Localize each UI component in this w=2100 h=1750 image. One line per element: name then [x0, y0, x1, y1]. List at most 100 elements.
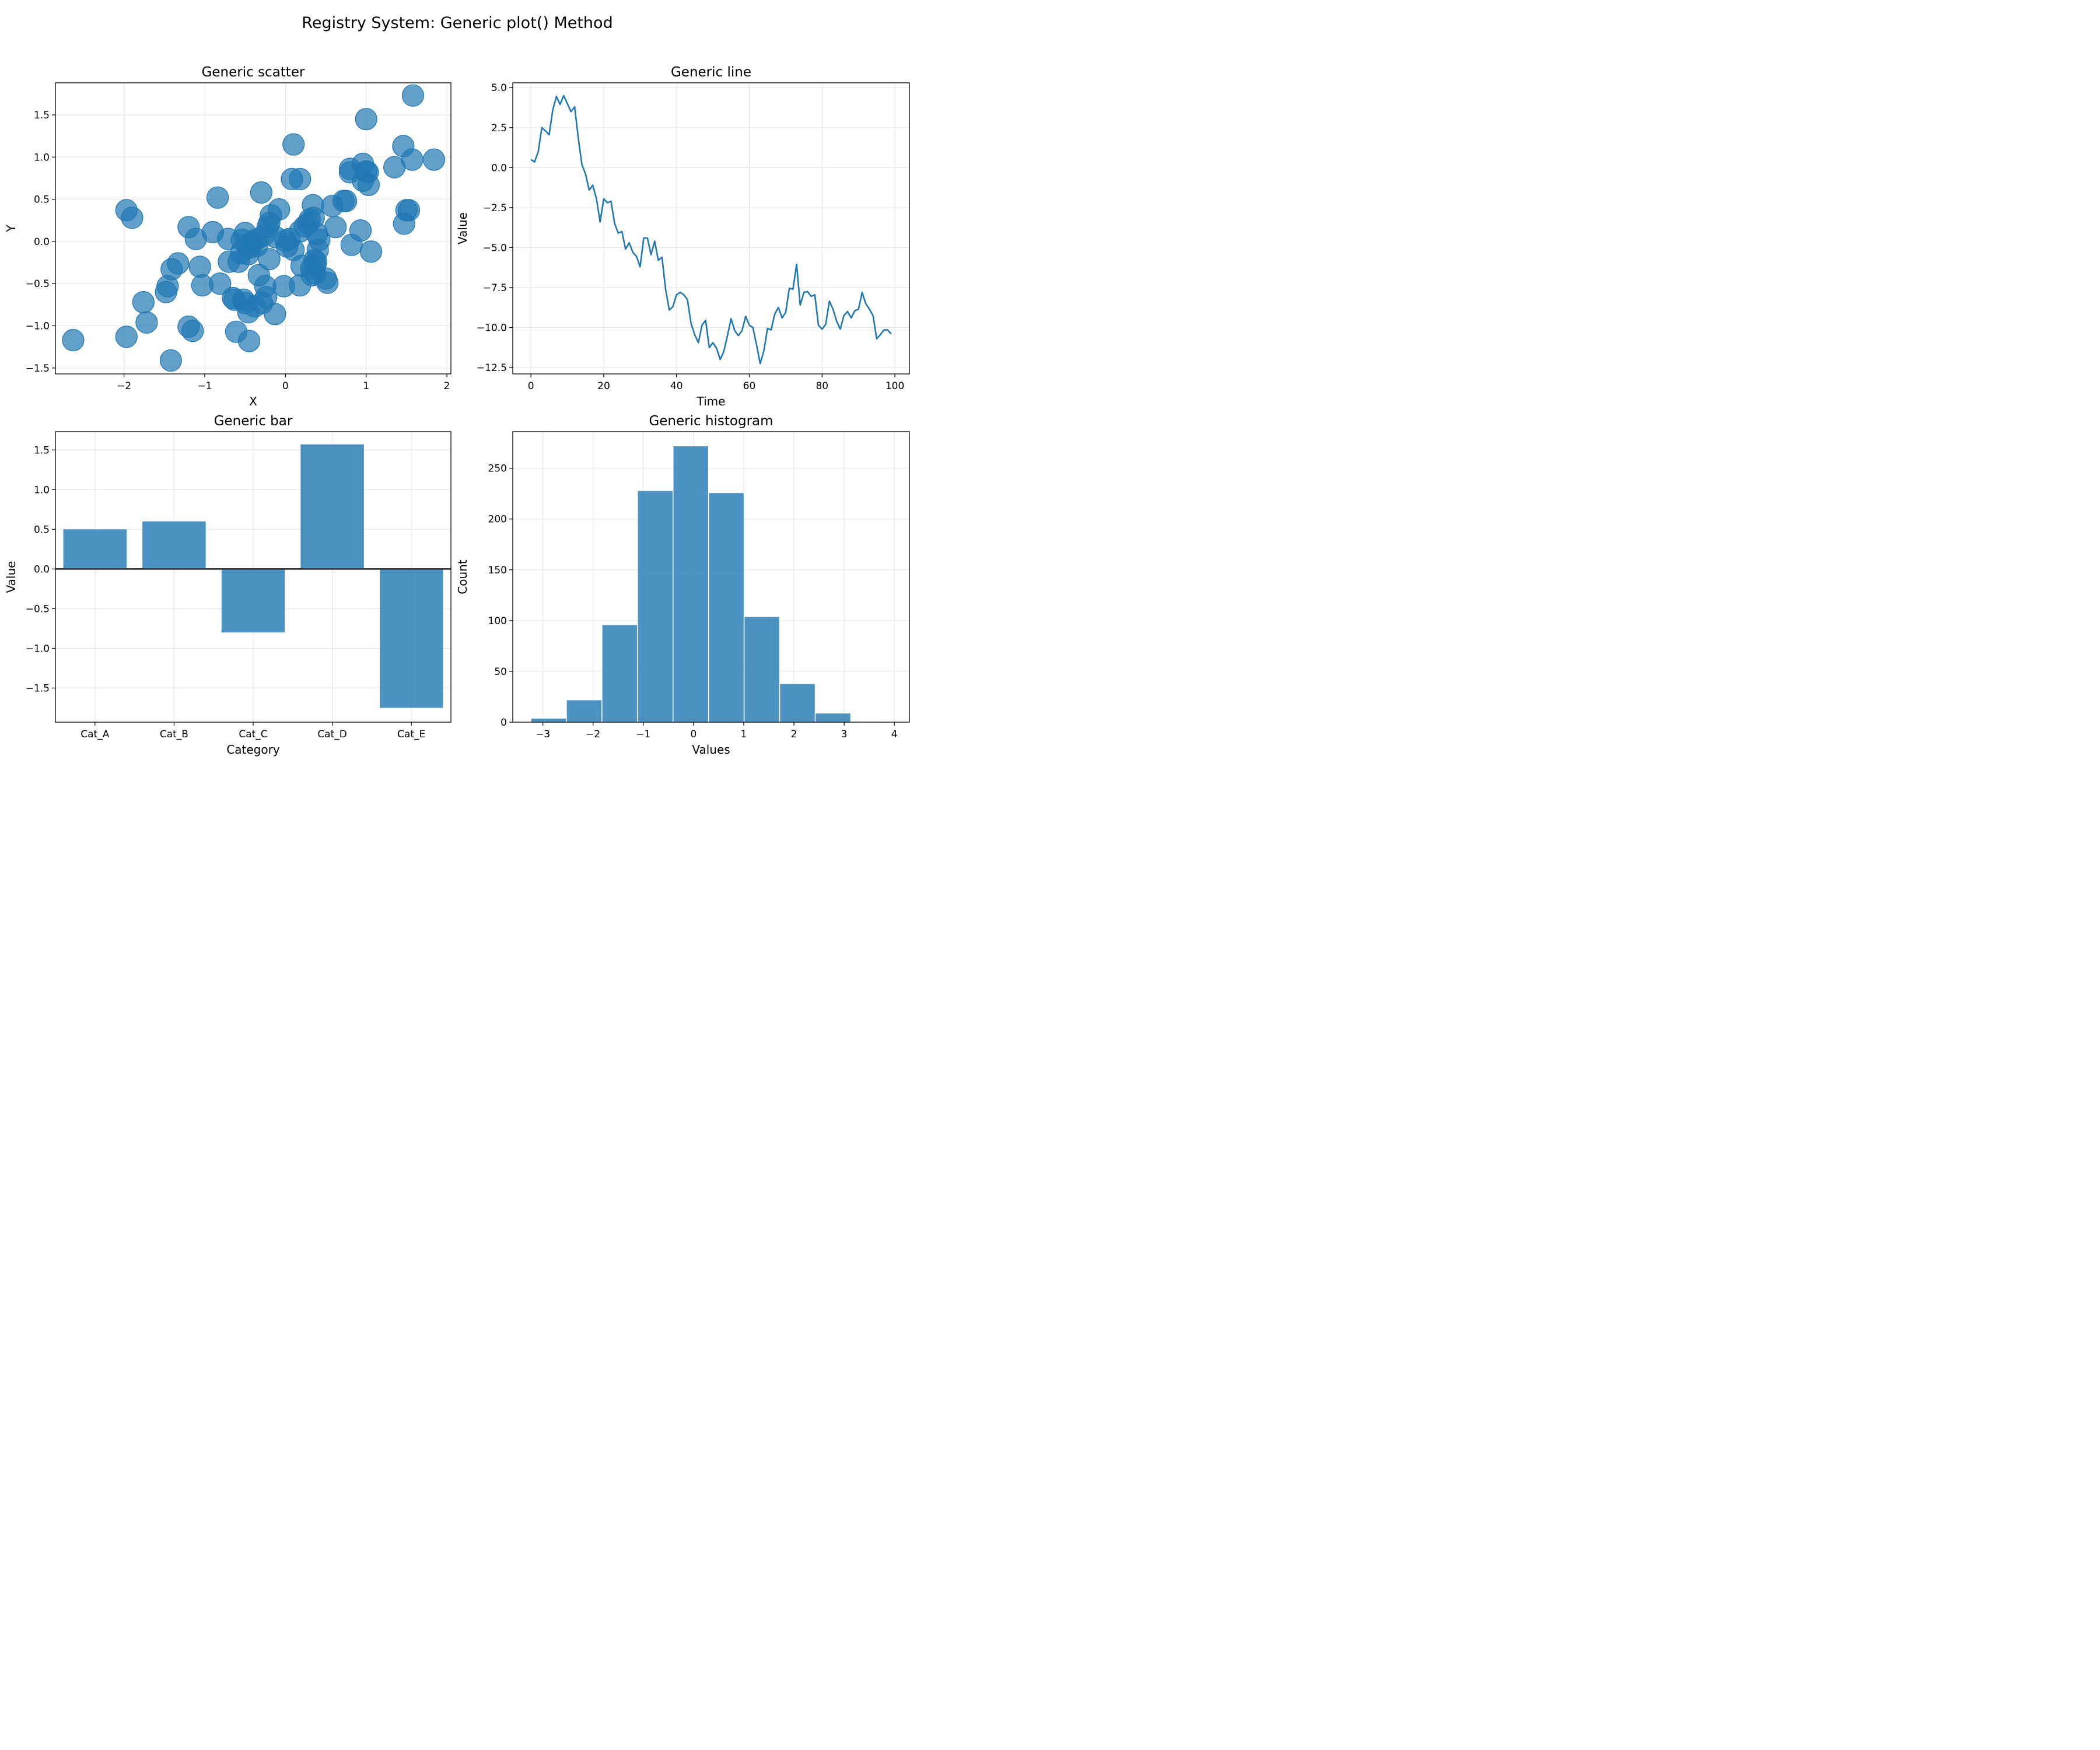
y-axis: 1.5 1.0 0.5 0.0 −0.5 −1.0 −1.5	[26, 444, 55, 694]
y-tick-label: 50	[494, 666, 507, 678]
x-tick-label: 60	[743, 380, 756, 392]
scatter-point	[349, 219, 372, 242]
y-tick-label: 0.0	[34, 236, 50, 248]
y-tick-label: −0.5	[26, 278, 50, 290]
y-axis-label: Value	[4, 561, 18, 593]
y-tick-label: 0	[501, 717, 507, 729]
x-tick-label: 4	[891, 729, 898, 740]
bar-Cat_D	[300, 444, 364, 569]
y-tick-label: −1.0	[26, 321, 50, 332]
scatter-point	[159, 349, 182, 372]
scatter-point	[282, 133, 305, 156]
scatter-point	[115, 326, 138, 348]
data	[530, 445, 887, 722]
axes-frame	[55, 82, 452, 374]
scatter-point	[268, 198, 290, 221]
scatter-point	[401, 84, 425, 107]
figure: Registry System: Generic plot() Method −…	[4, 14, 910, 757]
bar-Cat_A	[63, 529, 127, 569]
x-tick-label: 0	[528, 380, 534, 392]
scatter-point	[359, 240, 383, 263]
histogram-bin	[637, 490, 674, 722]
scatter-point	[422, 148, 446, 171]
x-tick-label: −3	[536, 729, 550, 740]
scatter-point	[401, 148, 424, 171]
series-line	[530, 94, 892, 365]
y-axis-label: Value	[456, 212, 470, 244]
y-axis-label: Y	[4, 225, 18, 233]
y-tick-label: 2.5	[491, 123, 507, 134]
scatter-point	[324, 216, 347, 239]
y-tick-label: −12.5	[477, 362, 507, 374]
y-tick-label: 0.0	[34, 564, 50, 575]
y-tick-label: −1.0	[26, 643, 50, 654]
y-tick-label: 5.0	[491, 82, 507, 94]
x-tick-label: 80	[816, 380, 828, 392]
x-axis-label: Values	[692, 743, 730, 757]
y-axis: 5.0 2.5 0.0 −2.5 −5.0 −7.5 −10.0 −12.5	[477, 82, 513, 374]
x-tick-label: −1	[197, 380, 212, 392]
x-tick-label: Cat_A	[80, 729, 109, 740]
histogram-bin	[708, 492, 745, 722]
subplot-3: Cat_A Cat_B Cat_C Cat_D Cat_E 1.5 1.0 0.5 0.0 −0.…	[4, 414, 452, 757]
scatter-point	[357, 173, 380, 197]
y-tick-label: 0.5	[34, 524, 50, 536]
subplot-title: Generic scatter	[202, 65, 305, 80]
x-tick-label: 1	[741, 729, 747, 740]
histogram-bin	[566, 699, 603, 722]
x-tick-label: 1	[363, 380, 369, 392]
subplot-title: Generic line	[671, 65, 751, 80]
y-tick-label: −1.5	[26, 682, 50, 694]
scatter-point	[62, 329, 85, 352]
y-tick-label: −7.5	[483, 282, 507, 294]
scatter-point	[135, 311, 158, 334]
axes-frame	[512, 431, 910, 723]
y-tick-label: 0.5	[34, 194, 50, 206]
x-tick-label: 3	[841, 729, 848, 740]
scatter-point	[167, 252, 190, 275]
scatter-point	[250, 181, 272, 204]
scatter-point	[181, 320, 204, 342]
scatter-point	[237, 330, 261, 352]
y-tick-label: −0.5	[26, 603, 50, 615]
histogram-bin	[850, 720, 887, 722]
scatter-point	[316, 271, 339, 294]
x-axis: −3 −2 −1 0 1 2 3 4	[536, 722, 898, 740]
scatter-point	[209, 272, 232, 295]
y-tick-label: 1.5	[34, 110, 50, 121]
x-tick-label: 2	[444, 380, 450, 392]
bar-Cat_B	[142, 521, 206, 569]
x-axis: 0 20 40 60 80 100	[528, 374, 904, 392]
scatter-point	[206, 186, 229, 209]
scatter-point	[355, 108, 377, 131]
x-tick-label: 100	[886, 380, 904, 392]
y-axis: −1.5 −1.0 −0.5 0.0 0.5 1.0 1.5	[26, 110, 55, 374]
x-tick-label: Cat_C	[239, 729, 267, 740]
y-tick-label: −2.5	[483, 202, 507, 214]
axes-frame	[512, 82, 910, 374]
bar-Cat_C	[221, 569, 285, 633]
histogram-bin	[530, 718, 567, 722]
subplot-2: 0 20 40 60 80 100 5.0 2.5 0.0 −2.5 −5.0 −7.5 −10.0 −1…	[456, 65, 910, 408]
x-axis: Cat_A Cat_B Cat_C Cat_D Cat_E	[80, 722, 425, 740]
scatter-point	[264, 303, 286, 326]
figure-title: Registry System: Generic plot() Method	[302, 14, 612, 32]
x-axis-label: Time	[696, 394, 726, 408]
scatter-point	[308, 228, 331, 251]
y-tick-label: 250	[488, 463, 507, 475]
y-tick-label: 1.0	[34, 484, 50, 496]
x-tick-label: Cat_D	[317, 729, 347, 740]
y-tick-label: 0.0	[491, 162, 507, 174]
x-axis: −2 −1 0 1 2	[117, 374, 450, 392]
data	[55, 444, 451, 708]
histogram-bin	[779, 683, 816, 722]
subplot-title: Generic bar	[214, 414, 293, 429]
histogram-bin	[743, 616, 780, 722]
y-tick-label: 200	[488, 514, 507, 526]
x-tick-label: −1	[636, 729, 650, 740]
y-tick-label: −5.0	[483, 242, 507, 254]
x-tick-label: Cat_E	[397, 729, 425, 740]
x-tick-label: 20	[597, 380, 610, 392]
bar-Cat_E	[379, 569, 443, 708]
histogram-bin	[673, 445, 709, 722]
